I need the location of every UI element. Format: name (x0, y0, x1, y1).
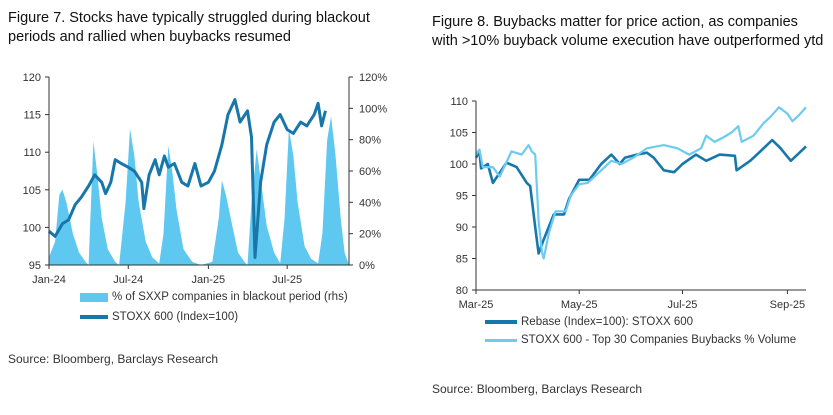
y-tick-label: 105 (23, 185, 41, 197)
y-tick-label: 85 (456, 254, 468, 266)
legend-item-blackout: % of SXXP companies in blackout period (… (80, 291, 348, 303)
x-tick-label: Jul-24 (113, 274, 143, 286)
y-tick-label: 115 (23, 110, 41, 122)
legend-item-buybacks: STOXX 600 - Top 30 Companies Buybacks % … (485, 334, 796, 346)
legend-swatch-line (485, 320, 517, 324)
y-tick-label: 95 (29, 260, 41, 272)
legend-label: STOXX 600 - Top 30 Companies Buybacks % … (521, 334, 797, 346)
legend-swatch-area (80, 292, 108, 302)
legend-swatch-line (485, 338, 517, 342)
x-tick-label: Jan-25 (192, 274, 226, 286)
series-line-stoxx (48, 98, 327, 259)
y-tick-label: 120 (23, 72, 41, 84)
y-tick-label: 110 (23, 147, 41, 159)
y-tick-label: 105 (450, 128, 468, 140)
y-tick-label: 100 (23, 222, 41, 234)
x-tick-label: May-25 (561, 299, 598, 311)
y2-tick-label: 0% (359, 260, 375, 272)
legend-label: STOXX 600 (Index=100) (112, 311, 239, 323)
y-tick-label: 90 (456, 222, 468, 234)
series-area-blackout (49, 116, 349, 265)
legend-label: % of SXXP companies in blackout period (… (112, 291, 348, 303)
x-tick-label: Mar-25 (459, 299, 494, 311)
y-tick-label: 95 (456, 191, 468, 203)
figure-8-title: Figure 8. Buybacks matter for price acti… (432, 14, 824, 49)
y-tick-label: 110 (450, 96, 468, 108)
figure-7-title: Figure 7. Stocks have typically struggle… (8, 10, 370, 45)
x-tick-label: Sep-25 (770, 299, 805, 311)
legend-item-rebase: Rebase (Index=100): STOXX 600 (485, 316, 693, 328)
legend-label: Rebase (Index=100): STOXX 600 (521, 316, 694, 328)
y-tick-label: 100 (450, 159, 468, 171)
y2-tick-label: 40% (359, 197, 381, 209)
y2-tick-label: 20% (359, 229, 381, 241)
series-line-dark (474, 138, 807, 255)
y2-tick-label: 100% (359, 103, 387, 115)
y2-tick-label: 120% (359, 72, 387, 84)
y2-tick-label: 60% (359, 166, 381, 178)
y-tick-label: 80 (456, 285, 468, 297)
figure-8-source: Source: Bloomberg, Barclays Research (432, 382, 643, 396)
legend-item-stoxx: STOXX 600 (Index=100) (80, 311, 238, 323)
x-tick-label: Jan-24 (32, 274, 66, 286)
figure-7-source: Source: Bloomberg, Barclays Research (8, 352, 219, 366)
x-tick-label: Jul-25 (272, 274, 302, 286)
legend-swatch-line (80, 315, 108, 319)
x-tick-label: Jul-25 (667, 299, 697, 311)
series-line-light (475, 106, 807, 260)
y2-tick-label: 80% (359, 135, 381, 147)
